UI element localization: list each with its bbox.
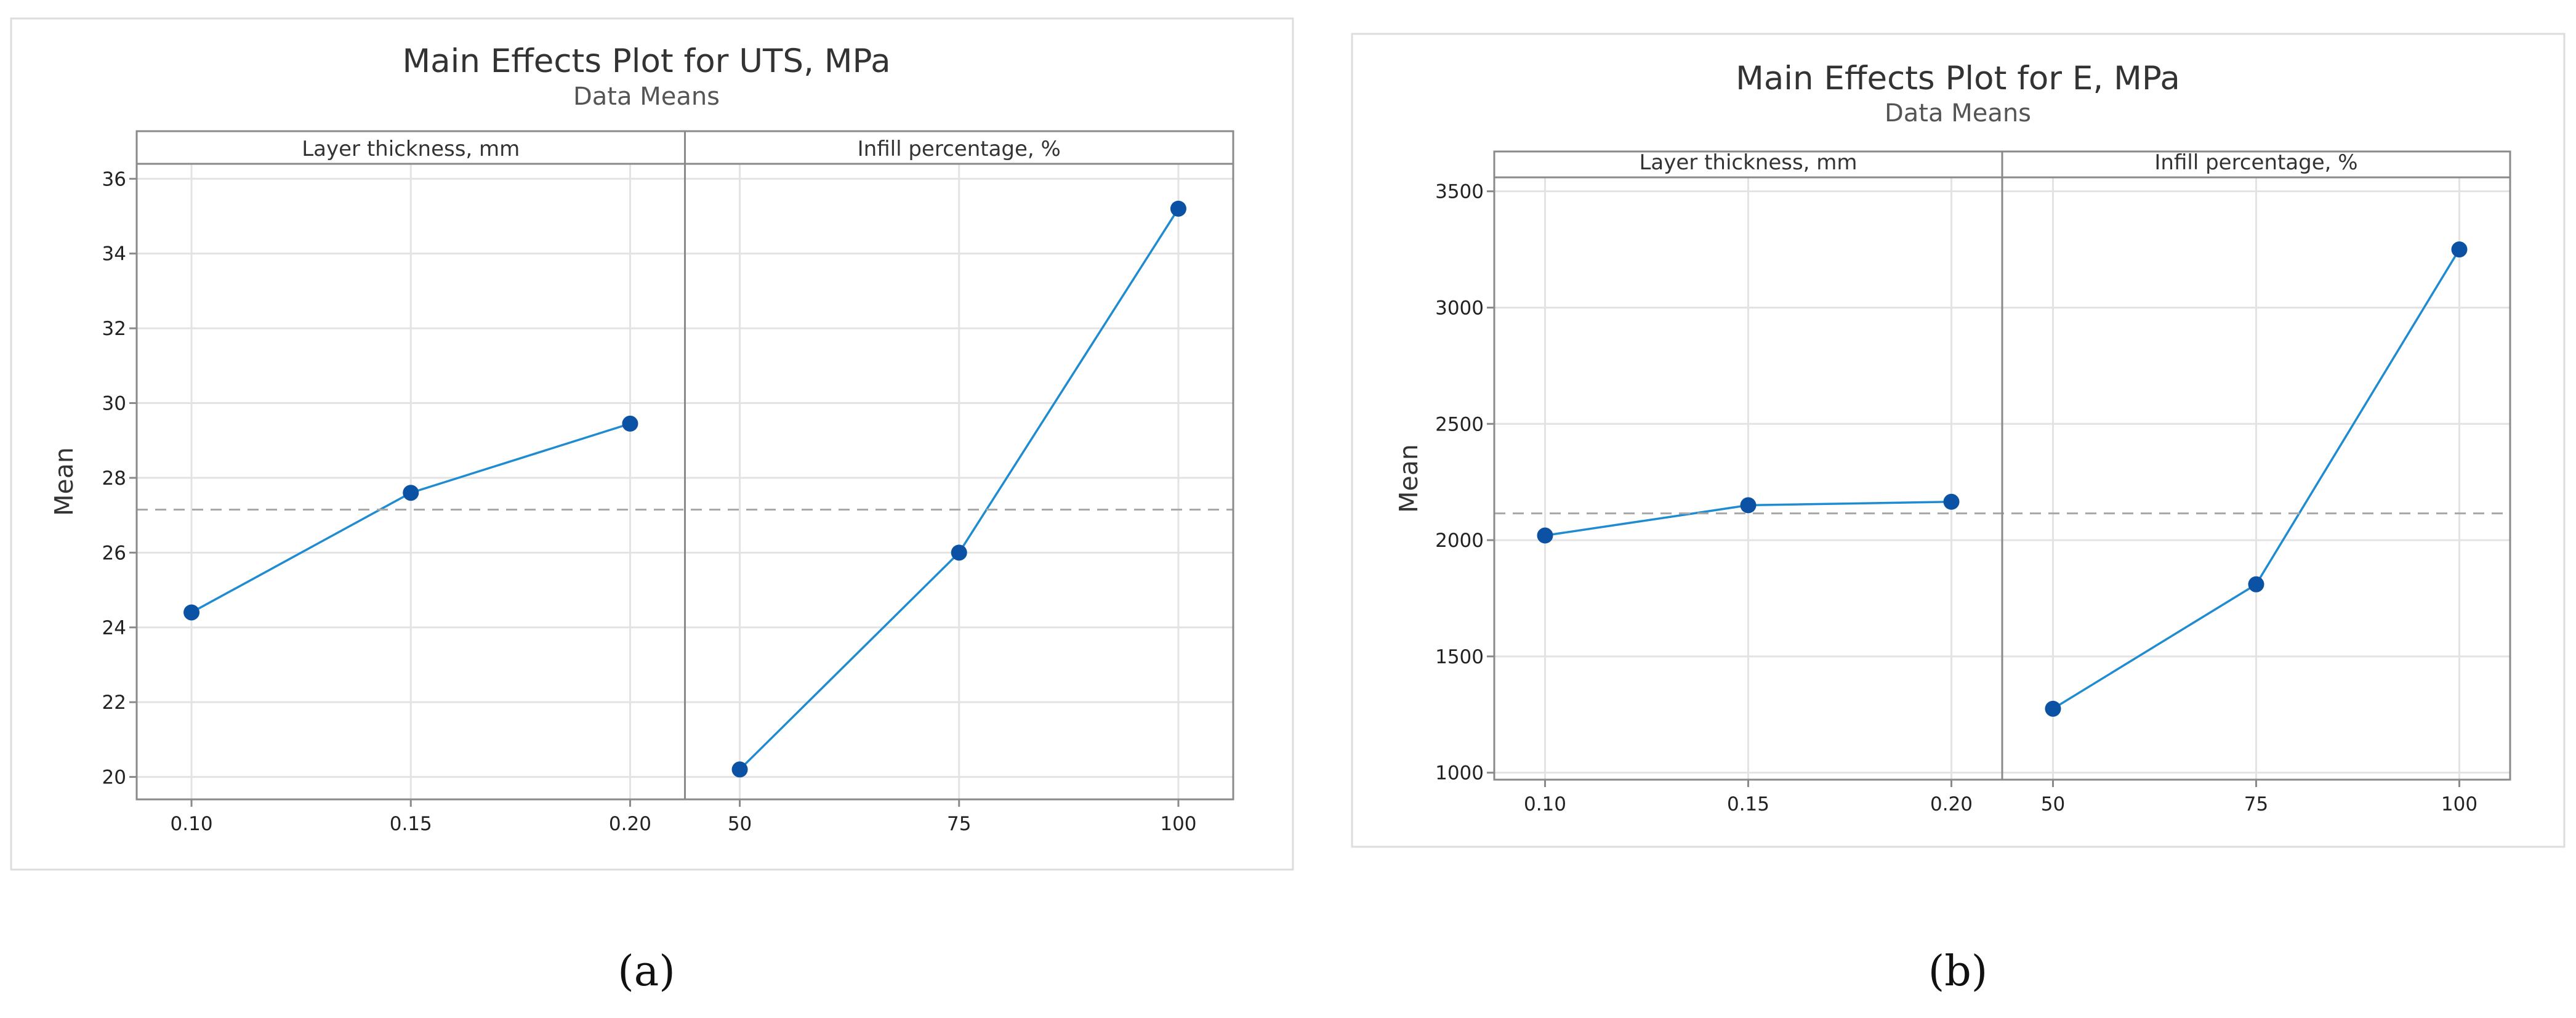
x-tick-label: 0.15 [390,813,432,835]
y-tick-label: 1000 [1435,762,1484,785]
chart-title: Main Effects Plot for E, MPa [1736,60,2180,97]
x-tick-label: 50 [728,813,752,835]
data-point [1537,527,1553,544]
y-tick-label: 34 [102,243,126,265]
data-point [622,415,638,432]
data-point [2045,700,2061,717]
y-tick-label: 2000 [1435,530,1484,552]
y-tick-label: 36 [102,168,126,190]
y-tick-label: 28 [102,467,126,490]
data-point [183,604,200,621]
y-axis-label: Mean [49,447,79,516]
data-point [1740,497,1757,514]
panel-strip-label: Infill percentage, % [2154,150,2357,175]
y-tick-label: 26 [102,542,126,564]
x-tick-label: 50 [2041,793,2065,815]
x-tick-label: 0.15 [1727,793,1769,815]
y-tick-label: 22 [102,692,126,714]
data-point [951,544,967,561]
x-tick-label: 0.10 [1524,793,1566,815]
y-tick-label: 3000 [1435,297,1484,319]
data-point [1943,493,1960,510]
panel-strip-label: Infill percentage, % [858,137,1061,161]
chart-title: Main Effects Plot for UTS, MPa [402,42,890,80]
x-tick-label: 100 [1160,813,1196,835]
y-tick-label: 1500 [1435,646,1484,668]
y-tick-label: 32 [102,318,126,340]
data-point [1170,200,1186,217]
y-axis-label: Mean [1394,444,1423,513]
panel-strip-label: Layer thickness, mm [1639,150,1857,175]
data-point [2248,576,2264,592]
y-tick-label: 24 [102,617,126,639]
data-point [2451,241,2468,258]
chart-caption: (b) [1928,947,1988,996]
data-point [403,485,419,501]
x-tick-label: 0.20 [1930,793,1973,815]
chart-border [10,17,1294,871]
x-tick-label: 0.10 [171,813,213,835]
x-tick-label: 75 [947,813,971,835]
chart-subtitle: Data Means [1885,99,2031,127]
panel-strip-label: Layer thickness, mm [302,137,520,161]
y-tick-label: 30 [102,393,126,415]
x-tick-label: 100 [2441,793,2477,815]
chart-caption: (a) [618,947,675,996]
x-tick-label: 75 [2244,793,2268,815]
chart-border [1351,33,2566,848]
chart-subtitle: Data Means [573,83,720,111]
y-tick-label: 20 [102,767,126,789]
y-tick-label: 2500 [1435,413,1484,435]
data-point [731,761,748,778]
y-tick-label: 3500 [1435,181,1484,203]
x-tick-label: 0.20 [609,813,651,835]
chart-a: Main Effects Plot for UTS, MPa Data Means… [10,17,1294,871]
